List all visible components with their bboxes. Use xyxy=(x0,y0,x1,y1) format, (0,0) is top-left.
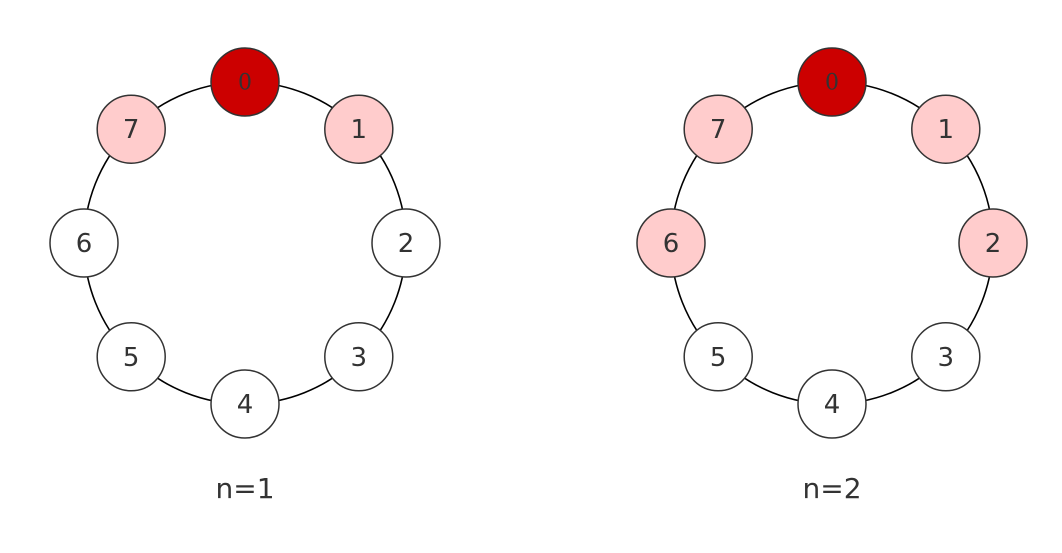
node-3-label: 3 xyxy=(938,343,955,373)
node-4-label: 4 xyxy=(824,390,841,420)
diagram-n2: 0 1 2 3 4 5 6 7 n=2 xyxy=(636,47,1028,505)
node-3-circle xyxy=(324,322,394,392)
node-6-label: 6 xyxy=(663,229,680,259)
caption-n2: n=2 xyxy=(802,472,861,505)
node-0-circle xyxy=(797,47,867,117)
node-2-label: 2 xyxy=(985,229,1002,259)
node-3-label: 3 xyxy=(351,343,368,373)
node-6-circle xyxy=(49,208,119,278)
node-2-circle xyxy=(958,208,1028,278)
node-5-label: 5 xyxy=(710,343,727,373)
node-4-label: 4 xyxy=(237,390,254,420)
node-7-circle xyxy=(96,94,166,164)
node-7-label: 7 xyxy=(123,115,140,145)
node-4-circle xyxy=(210,369,280,439)
node-2-circle xyxy=(371,208,441,278)
node-1-label: 1 xyxy=(351,115,368,145)
node-6-label: 6 xyxy=(76,229,93,259)
node-7-circle xyxy=(683,94,753,164)
diagram-n1: 0 1 2 3 4 5 6 7 n=1 xyxy=(49,47,441,505)
nodes-n1: 0 1 2 3 4 5 6 7 xyxy=(49,47,441,439)
node-1-label: 1 xyxy=(938,115,955,145)
node-3-circle xyxy=(911,322,981,392)
nodes-n2: 0 1 2 3 4 5 6 7 xyxy=(636,47,1028,439)
node-0-circle xyxy=(210,47,280,117)
node-5-circle xyxy=(683,322,753,392)
node-4-circle xyxy=(797,369,867,439)
caption-n1: n=1 xyxy=(215,472,274,505)
node-1-circle xyxy=(324,94,394,164)
node-0-label: 0 xyxy=(825,71,839,96)
node-6-circle xyxy=(636,208,706,278)
node-0-label: 0 xyxy=(238,71,252,96)
node-7-label: 7 xyxy=(710,115,727,145)
node-2-label: 2 xyxy=(398,229,415,259)
node-5-label: 5 xyxy=(123,343,140,373)
node-5-circle xyxy=(96,322,166,392)
node-1-circle xyxy=(911,94,981,164)
